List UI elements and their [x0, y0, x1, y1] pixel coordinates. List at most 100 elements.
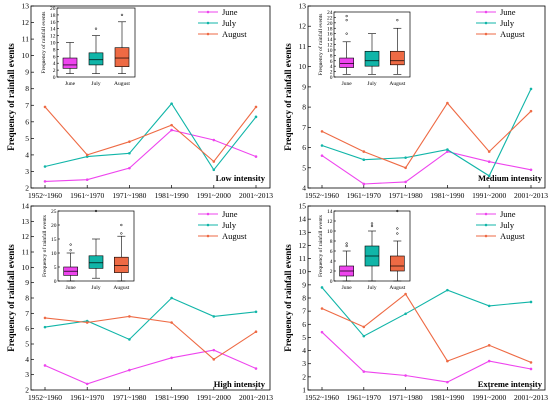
- y-tick-label: 5: [25, 340, 29, 349]
- data-point-june: [128, 166, 131, 170]
- data-point-august: [320, 307, 324, 310]
- box-august: [114, 13, 130, 74]
- data-point-august: [404, 292, 407, 296]
- y-tick-label: 6: [302, 143, 306, 152]
- inset-y-tick-label: 2: [330, 70, 333, 76]
- legend-label-august: August: [222, 231, 247, 241]
- y-tick-label: 8: [25, 84, 29, 93]
- series-line-august: [321, 102, 532, 169]
- data-point-august: [128, 315, 131, 318]
- inset-y-tick-label: 8: [330, 53, 333, 59]
- data-point-august: [170, 123, 173, 127]
- y-tick-label: 12: [299, 241, 307, 250]
- box-outlier: [120, 223, 123, 227]
- data-point-june: [254, 367, 258, 370]
- data-point-june: [529, 367, 533, 371]
- data-point-june: [212, 138, 216, 142]
- box-outlier: [370, 222, 374, 225]
- data-point-june: [43, 180, 47, 183]
- legend-marker-june: [206, 10, 210, 14]
- intensity-annotation: High intensity: [214, 379, 266, 389]
- series-line-june: [321, 151, 532, 185]
- y-tick-label: 10: [22, 51, 30, 60]
- x-tick-label: 1991~2000: [197, 191, 231, 200]
- inset-x-tick-label: June: [66, 285, 77, 291]
- legend-marker-august: [206, 32, 210, 36]
- legend-marker-june: [206, 212, 210, 216]
- inset-x-tick-label: August: [389, 285, 405, 291]
- inset-y-axis-label: Frequency of rainfall events: [40, 12, 47, 74]
- y-tick-label: 11: [299, 254, 306, 263]
- box-july: [88, 209, 104, 279]
- box-iqr: [114, 256, 129, 273]
- data-point-july: [320, 286, 324, 289]
- inset-y-tick-label: 22: [327, 15, 333, 21]
- x-tick-label: 2001~2013: [239, 393, 273, 402]
- y-tick-label: 2: [25, 184, 29, 193]
- box-outlier: [94, 27, 98, 30]
- data-point-july: [43, 325, 47, 329]
- box-outlier: [94, 209, 98, 213]
- inset-y-tick-label: 8: [53, 47, 56, 53]
- legend-marker-august: [206, 234, 210, 238]
- y-tick-label: 11: [22, 35, 29, 44]
- data-point-july: [320, 144, 324, 147]
- x-tick-label: 1971~1980: [389, 393, 423, 402]
- series-line-june: [44, 129, 257, 182]
- data-point-august: [128, 140, 131, 143]
- series-line-august: [321, 293, 532, 363]
- data-point-june: [487, 160, 491, 164]
- y-tick-label: 14: [22, 202, 30, 211]
- inset-y-tick-label: 14: [327, 37, 333, 43]
- data-point-july: [487, 304, 491, 308]
- inset-x-tick-label: July: [367, 285, 376, 291]
- series-line-july: [44, 102, 257, 171]
- x-tick-label: 1991~2000: [472, 191, 506, 200]
- y-tick-label: 7: [302, 307, 306, 316]
- inset-y-tick-label: 14: [50, 27, 56, 33]
- data-point-july: [529, 300, 533, 304]
- box-august: [390, 18, 405, 75]
- legend-label-july: July: [222, 220, 237, 230]
- box-iqr: [364, 50, 380, 67]
- y-tick-label: 9: [302, 280, 306, 289]
- series-line-august: [44, 106, 257, 163]
- data-point-june: [446, 150, 449, 153]
- box-outlier: [69, 243, 72, 246]
- data-point-july: [404, 312, 407, 316]
- inset-y-tick-label: 6: [330, 59, 333, 65]
- box-outlier: [370, 224, 374, 228]
- x-tick-label: 1952~1960: [305, 191, 339, 200]
- inset-y-tick-label: 20: [327, 21, 333, 27]
- intensity-annotation: Medium intensity: [478, 173, 543, 183]
- y-tick-label: 7: [25, 101, 29, 110]
- box-june: [339, 14, 354, 75]
- inset-y-tick-label: 20: [50, 6, 56, 12]
- data-point-june: [85, 178, 89, 182]
- inset-y-tick-label: 0: [330, 75, 333, 81]
- data-point-june: [404, 374, 407, 377]
- inset-y-tick-label: 15: [51, 237, 57, 243]
- box-outlier: [396, 232, 399, 235]
- series-line-july: [321, 88, 532, 177]
- box-outlier: [69, 249, 72, 252]
- inset-x-tick-label: June: [342, 81, 353, 87]
- x-tick-label: 2001~2013: [239, 191, 273, 200]
- x-tick-label: 1961~1970: [70, 191, 104, 200]
- data-point-june: [362, 370, 366, 373]
- data-point-july: [128, 338, 131, 341]
- panel-1: 4 5 6 7 8 9 10 11 12 13 1952~1960 1961~1970 1971~198…: [283, 2, 548, 201]
- y-tick-label: 3: [25, 370, 29, 379]
- data-point-june: [320, 330, 324, 334]
- data-point-june: [43, 364, 47, 367]
- box-iqr: [390, 50, 405, 66]
- data-point-june: [320, 154, 324, 157]
- box-outlier: [120, 232, 123, 235]
- box-august: [114, 223, 129, 282]
- data-point-august: [446, 359, 449, 363]
- inset-x-tick-label: August: [114, 81, 130, 87]
- intensity-annotation: Extreme intensity: [478, 379, 543, 389]
- y-tick-label: 7: [302, 123, 306, 132]
